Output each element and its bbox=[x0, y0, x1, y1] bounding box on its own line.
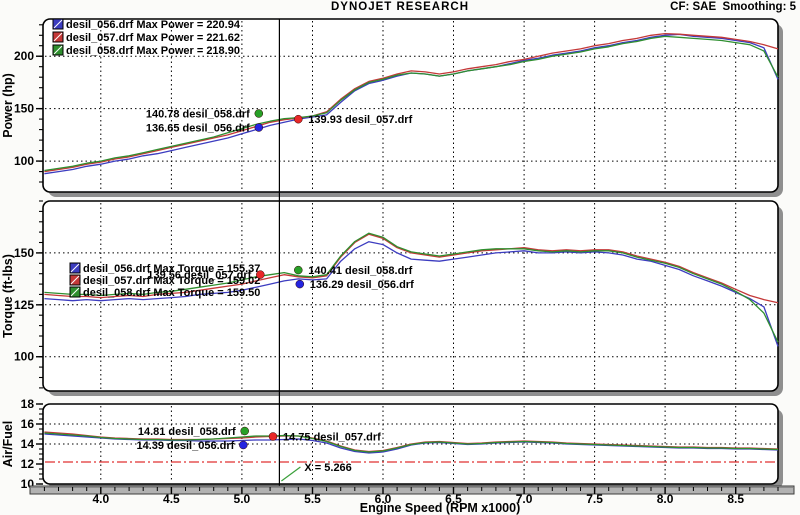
legend-swatch-highlight bbox=[53, 45, 63, 55]
curve-power-desil_057 bbox=[44, 32, 779, 173]
cursor-value-power-desil_056: 136.65 desil_056.drf bbox=[146, 123, 250, 135]
cursor-value-torque-desil_056: 136.29 desil_056.drf bbox=[310, 279, 414, 291]
x-tick-label: 4.0 bbox=[92, 492, 109, 506]
x-tick-label: 7.0 bbox=[516, 492, 533, 506]
legend-label: desil_057.drf Max Power = 221.62 bbox=[66, 32, 240, 44]
airfuel-y-tick-label: 18 bbox=[21, 397, 35, 411]
power-axis-label: Power (hp) bbox=[1, 73, 15, 138]
x-tick-label: 5.0 bbox=[234, 492, 251, 506]
curve-torque-desil_058 bbox=[44, 232, 779, 343]
cursor-value-power-desil_057: 139.93 desil_057.drf bbox=[308, 114, 412, 126]
cursor-dot-torque-desil_057 bbox=[256, 270, 265, 279]
legend-swatch-highlight bbox=[70, 287, 80, 297]
legend-label: desil_058.drf Max Torque = 159.50 bbox=[83, 287, 260, 299]
cursor-value-airfuel-desil_058: 14.81 desil_058.drf bbox=[138, 426, 236, 438]
torque-y-tick-label: 100 bbox=[14, 350, 34, 364]
cursor-value-airfuel-desil_056: 14.39 desil_056.drf bbox=[136, 440, 234, 452]
x-tick-label: 8.5 bbox=[727, 492, 744, 506]
airfuel-y-tick-label: 12 bbox=[21, 457, 35, 471]
legend-swatch-highlight bbox=[53, 32, 63, 42]
x-tick-label: 8.0 bbox=[657, 492, 674, 506]
correction-smoothing-info: CF: SAE Smoothing: 5 bbox=[670, 1, 796, 13]
cursor-dot-airfuel-desil_057 bbox=[268, 432, 278, 441]
airfuel-y-tick-label: 16 bbox=[21, 417, 35, 431]
cursor-dot-airfuel-desil_056 bbox=[239, 440, 248, 450]
cursor-dot-airfuel-desil_058 bbox=[240, 426, 249, 436]
curve-torque-desil_057 bbox=[44, 233, 779, 304]
cursor-value-torque-desil_057: 139.56 desil_057.drf bbox=[147, 270, 251, 282]
legend-label: desil_058.drf Max Power = 218.90 bbox=[66, 45, 240, 57]
legend-item-torque-desil_056[interactable]: desil_056.drf Max Torque = 155.37 bbox=[69, 262, 260, 275]
airfuel-axis-label: Air/Fuel bbox=[1, 421, 15, 468]
legend-swatch-highlight bbox=[70, 263, 80, 273]
curve-power-desil_058 bbox=[44, 35, 779, 172]
legend-swatch-highlight bbox=[70, 275, 80, 285]
legend-item-torque-desil_058[interactable]: desil_058.drf Max Torque = 159.50 bbox=[69, 286, 260, 299]
curve-torque-desil_056 bbox=[44, 241, 779, 347]
torque-y-tick-label: 150 bbox=[14, 246, 34, 260]
legend-item-torque-desil_057[interactable]: desil_057.drf Max Torque = 159.02 bbox=[69, 274, 260, 287]
legend-item-power-desil_058[interactable]: desil_058.drf Max Power = 218.90 bbox=[52, 44, 240, 57]
x-axis-title: Engine Speed (RPM x1000) bbox=[360, 501, 520, 515]
power-y-tick-label: 150 bbox=[14, 102, 34, 116]
x-tick-label: 6.0 bbox=[375, 492, 392, 506]
torque-axis-label: Torque (ft-lbs) bbox=[1, 254, 15, 338]
app-title: DYNOJET RESEARCH bbox=[330, 1, 470, 13]
cursor-pointer-line bbox=[281, 466, 301, 482]
cursor-dot-power-desil_056 bbox=[254, 123, 264, 132]
legend-label: desil_056.drf Max Torque = 155.37 bbox=[83, 263, 260, 275]
cursor-value-torque-desil_058: 140.41 desil_058.drf bbox=[308, 265, 412, 277]
cursor-dot-torque-desil_056 bbox=[295, 279, 305, 289]
legend-label: desil_057.drf Max Torque = 159.02 bbox=[83, 275, 260, 287]
cursor-dot-torque-desil_058 bbox=[294, 265, 303, 275]
legend-swatch-highlight bbox=[53, 19, 63, 29]
x-tick-label: 4.5 bbox=[163, 492, 180, 506]
legend-label: desil_056.drf Max Power = 220.94 bbox=[66, 19, 241, 31]
cursor-x-label: X = 5.266 bbox=[304, 462, 351, 474]
power-y-tick-label: 100 bbox=[14, 154, 34, 168]
legend-item-power-desil_056[interactable]: desil_056.drf Max Power = 220.94 bbox=[52, 18, 241, 31]
cursor-value-airfuel-desil_057: 14.75 desil_057.drf bbox=[283, 432, 381, 444]
curve-airfuel-desil_058 bbox=[44, 432, 779, 453]
legend-item-power-desil_057[interactable]: desil_057.drf Max Power = 221.62 bbox=[52, 31, 240, 44]
x-tick-label: 6.5 bbox=[445, 492, 462, 506]
x-axis-bar bbox=[29, 485, 795, 495]
cursor-dot-power-desil_057 bbox=[294, 114, 303, 124]
power-y-tick-label: 200 bbox=[14, 49, 34, 63]
x-tick-label: 7.5 bbox=[586, 492, 603, 506]
airfuel-y-tick-label: 14 bbox=[21, 437, 35, 451]
cursor-value-power-desil_058: 140.78 desil_058.drf bbox=[146, 109, 250, 121]
cursor-dot-power-desil_058 bbox=[254, 109, 264, 118]
x-tick-label: 5.5 bbox=[304, 492, 321, 506]
torque-y-tick-label: 125 bbox=[14, 298, 34, 312]
